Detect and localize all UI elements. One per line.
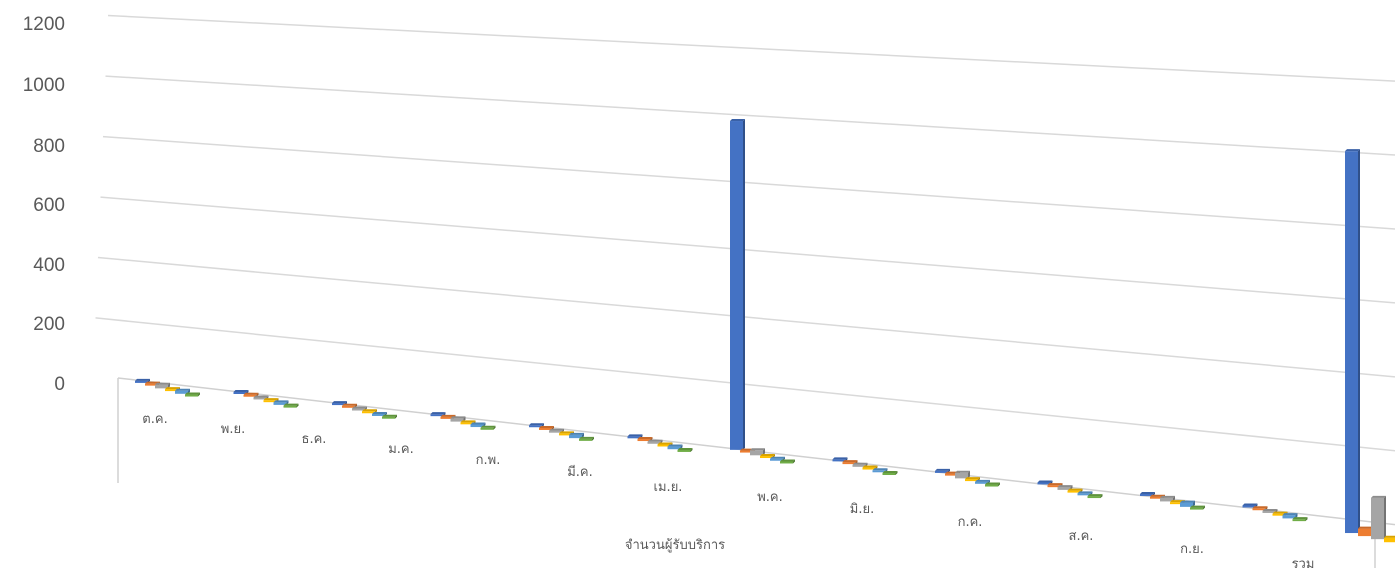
bar: [750, 448, 765, 456]
bar: [1384, 535, 1395, 543]
y-tick-label: 200: [33, 314, 65, 335]
x-tick-label: ม.ค.: [388, 442, 414, 457]
x-axis-title: จำนวนผู้รับบริการ: [625, 538, 725, 553]
bar: [1345, 149, 1360, 534]
bar: [677, 447, 693, 452]
bars: [135, 119, 1395, 543]
x-tick-label: รวม: [1292, 557, 1315, 572]
x-tick-label: ก.พ.: [476, 453, 501, 468]
bar: [730, 119, 745, 450]
y-tick-label: 0: [54, 374, 65, 395]
bar: [955, 470, 970, 479]
x-tick-label: ก.ค.: [958, 515, 983, 530]
x-tick-label: เม.ย.: [654, 480, 683, 495]
y-axis-ticks: 0 200 400 600 800 1000 1200: [23, 14, 65, 395]
bar: [1282, 513, 1298, 519]
bar: [985, 482, 1000, 487]
gridline: [97, 256, 1395, 378]
y-tick-label: 800: [33, 136, 65, 157]
y-tick-label: 400: [33, 255, 65, 276]
x-tick-label: มี.ค.: [567, 464, 593, 480]
chart-floor: [117, 377, 1395, 568]
bar: [283, 403, 299, 408]
bar: [382, 414, 397, 419]
bar: [185, 392, 200, 397]
bar: [1160, 495, 1175, 502]
bar: [1087, 494, 1103, 499]
gridline: [105, 75, 1395, 156]
gridlines: [95, 14, 1395, 452]
x-axis-categories: ต.ค. พ.ย. ธ.ค. ม.ค. ก.พ. มี.ค. เม.ย. พ.ค. มิ.ย. ก…: [142, 412, 1314, 572]
y-tick-label: 1200: [23, 14, 65, 35]
bar: [1358, 526, 1373, 537]
x-tick-label: ต.ค.: [142, 412, 167, 427]
bar: [579, 436, 594, 441]
bar: [1180, 500, 1195, 507]
bar: [450, 416, 466, 422]
bar: [1292, 517, 1308, 522]
bar: [1371, 495, 1386, 540]
x-tick-label: ธ.ค.: [302, 432, 327, 447]
gridline: [102, 135, 1395, 230]
x-tick-label: พ.ย.: [221, 422, 245, 437]
bar: [480, 425, 496, 430]
bar: [1190, 505, 1205, 510]
bar: [882, 471, 898, 476]
x-tick-label: ส.ค.: [1069, 529, 1094, 544]
y-tick-label: 1000: [23, 75, 65, 96]
x-tick-label: มิ.ย.: [850, 502, 874, 517]
x-tick-label: พ.ค.: [757, 490, 783, 505]
gridline: [107, 14, 1395, 82]
bar: [569, 432, 584, 439]
gridline: [95, 317, 1395, 452]
bar: [155, 382, 170, 389]
bar: [780, 459, 795, 464]
gridline: [100, 196, 1395, 304]
x-tick-label: ก.ย.: [1180, 542, 1204, 557]
y-tick-label: 600: [33, 195, 65, 216]
